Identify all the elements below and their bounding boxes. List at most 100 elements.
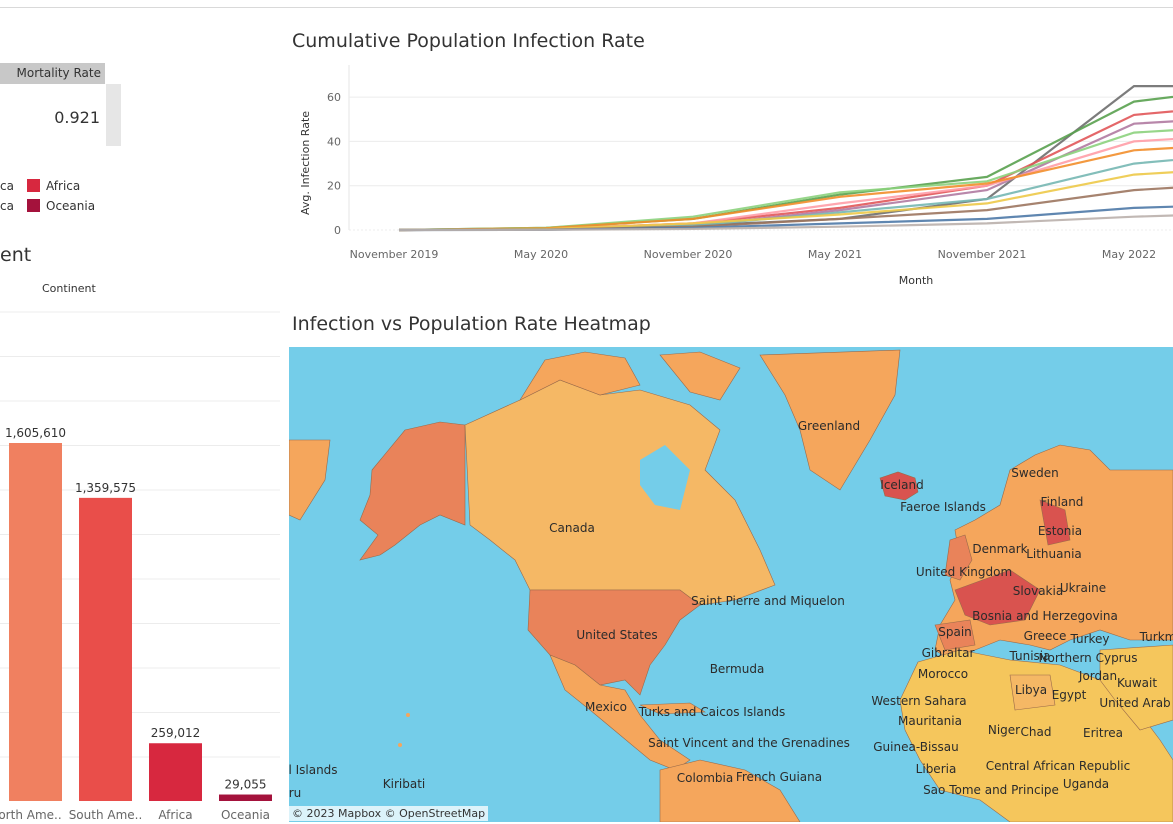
map-country-label: Eritrea (1083, 726, 1123, 740)
y-tick-label: 0 (334, 224, 341, 237)
kpi-scrollbar[interactable] (106, 84, 121, 146)
line-chart-series (398, 85, 1173, 232)
map-country-label: Northern Cyprus (1039, 651, 1138, 665)
x-tick-label: November 2021 (938, 248, 1027, 261)
map-country-label: Turkey (1069, 632, 1109, 646)
map-country-label: Turks and Caicos Islands (638, 705, 785, 719)
legend-swatch (27, 199, 40, 212)
bar[interactable] (9, 443, 62, 801)
land-mexico[interactable] (549, 654, 691, 771)
legend-item-africa[interactable]: Africa (27, 179, 80, 193)
line-chart: Avg. Infection Rate Month 0 20 40 60 Novembe… (299, 65, 1173, 287)
bar[interactable] (219, 794, 272, 801)
hudson-bay (640, 445, 690, 510)
land-iceland[interactable] (879, 471, 919, 501)
map-country-label: Morocco (918, 667, 968, 681)
y-axis-label: Avg. Infection Rate (299, 111, 312, 215)
bar-category-label: North Ame.. (0, 808, 62, 822)
bar[interactable] (149, 743, 202, 801)
bar-value-label: 1,605,610 (5, 426, 66, 440)
map-country-label: Jordan (1078, 669, 1117, 683)
map-country-label: Sweden (1011, 466, 1058, 480)
legend-item-continent[interactable]: ca (0, 179, 14, 193)
map-country-label: Slovakia (1013, 584, 1063, 598)
heatmap-map[interactable]: Greenland Iceland Canada Faeroe Islands Swed… (289, 347, 1173, 822)
line-chart-title: Cumulative Population Infection Rate (292, 30, 645, 52)
legend-swatch (27, 179, 40, 192)
x-tick-label: May 2021 (808, 248, 862, 261)
bar-category-label: Oceania (221, 808, 270, 822)
line-series[interactable] (398, 93, 1173, 232)
y-tick-label: 20 (327, 180, 341, 193)
land-arctic-islands-2[interactable] (659, 351, 741, 401)
map-country-label: Western Sahara (871, 694, 966, 708)
map-country-label: Lithuania (1026, 547, 1082, 561)
map-country-label: Uganda (1063, 777, 1109, 791)
map-country-label: Turkm (1139, 630, 1173, 644)
land-east-russia[interactable] (289, 439, 331, 521)
land-pacific-island[interactable] (398, 743, 402, 747)
land-alaska[interactable] (359, 421, 466, 561)
map-country-label: Egypt (1052, 688, 1087, 702)
legend-item-label: Africa (46, 179, 81, 193)
map-title: Infection vs Population Rate Heatmap (292, 313, 651, 335)
bar-value-label: 29,055 (225, 778, 267, 792)
map-country-label: Niger (988, 723, 1020, 737)
land-caribbean[interactable] (639, 702, 707, 715)
map-country-label: Tunisia (1009, 649, 1051, 663)
map-country-label: Gibraltar (922, 646, 975, 660)
map-country-label: Greenland (798, 419, 860, 433)
x-tick-label: November 2020 (644, 248, 733, 261)
map-country-label: Colombia (677, 771, 733, 785)
top-divider (0, 7, 1173, 8)
map-country-label: United Arab (1099, 696, 1170, 710)
land-arctic-islands[interactable] (519, 351, 641, 401)
land-middle-east[interactable] (1099, 644, 1173, 731)
line-series[interactable] (398, 214, 1173, 232)
legend-item-label: Oceania (46, 199, 96, 213)
map-labels: Greenland Iceland Canada Faeroe Islands Swed… (289, 419, 1173, 800)
bar[interactable] (79, 497, 132, 801)
map-country-label: Mexico (585, 700, 627, 714)
y-tick-label: 40 (327, 135, 341, 148)
map-country-label: ru (289, 786, 301, 800)
land-baltics-high[interactable] (1039, 499, 1071, 546)
land-south-america[interactable] (659, 759, 801, 822)
land-africa[interactable] (899, 649, 1173, 822)
map-canvas[interactable]: Greenland Iceland Canada Faeroe Islands Swed… (289, 347, 1173, 822)
mortality-rate-header: Mortality Rate (0, 63, 105, 84)
bar-chart-marks: 1,605,610 North Ame.. 1,359,575 South Ame..… (0, 426, 272, 822)
map-country-label: Liberia (916, 762, 957, 776)
bar-category-label: Africa (158, 808, 192, 822)
map-country-label: Guinea-Bissau (873, 740, 959, 754)
legend-item-oceania[interactable]: Oceania (27, 199, 95, 213)
map-attribution[interactable]: © 2023 Mapbox © OpenStreetMap (289, 806, 489, 821)
land-central-europe-high[interactable] (954, 569, 1041, 626)
land-pacific-island[interactable] (406, 713, 410, 717)
map-country-label: Spain (938, 625, 972, 639)
line-series[interactable] (398, 186, 1173, 232)
map-country-label: Saint Pierre and Miquelon (691, 594, 845, 608)
bar-value-label: 259,012 (151, 726, 201, 740)
map-country-label: Chad (1021, 725, 1052, 739)
x-tick-label: November 2019 (350, 248, 439, 261)
map-country-label: Denmark (972, 542, 1027, 556)
legend-item-continent[interactable]: ca (0, 199, 14, 213)
bar-value-label: 1,359,575 (75, 481, 136, 495)
land-libya[interactable] (1009, 674, 1056, 711)
map-country-label: Saint Vincent and the Grenadines (648, 736, 850, 750)
mortality-rate-value: 0.921 (54, 108, 100, 127)
map-country-label: Faeroe Islands (900, 500, 986, 514)
map-country-label: Estonia (1038, 524, 1082, 538)
land-spain[interactable] (934, 619, 976, 651)
map-country-label: Iceland (880, 478, 923, 492)
line-chart-ticks: 0 20 40 60 November 2019 May 2020 November 202… (327, 91, 1156, 261)
map-country-label: Bermuda (710, 662, 765, 676)
bar-category-label: South Ame.. (69, 808, 143, 822)
map-country-label: l Islands (289, 763, 338, 777)
x-tick-label: May 2022 (1102, 248, 1156, 261)
bar-chart-title: ent (0, 244, 32, 266)
land-united-kingdom[interactable] (944, 534, 973, 581)
land-greenland[interactable] (759, 349, 901, 491)
bar-chart: 1,605,610 North Ame.. 1,359,575 South Ame..… (0, 311, 280, 822)
